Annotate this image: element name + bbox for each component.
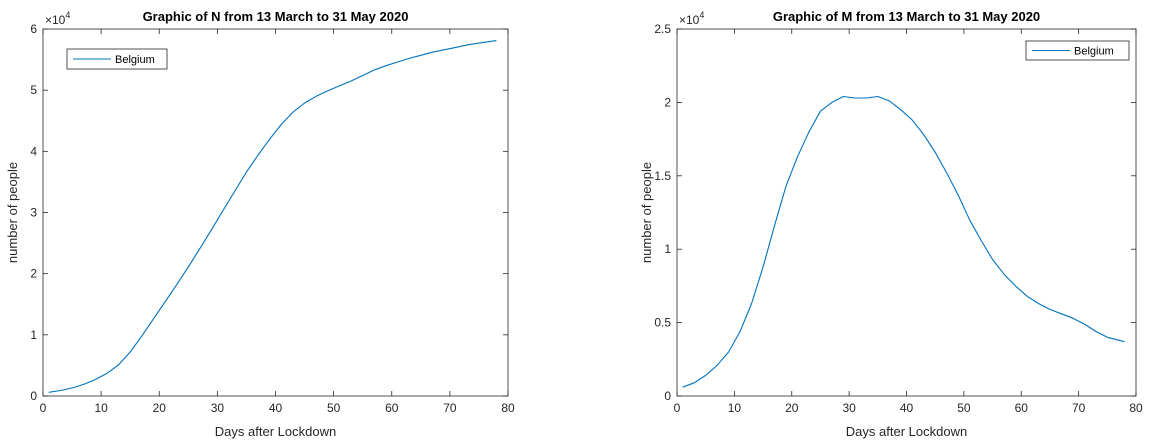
x-tick-label: 0 [674,401,681,415]
y-exponent-base: ×10 [45,13,66,27]
y-exponent-power: 4 [65,10,70,20]
y-tick-label: 5 [30,83,37,97]
x-tick-label: 80 [1129,401,1143,415]
x-tick-label: 20 [153,401,167,415]
x-tick-label: 10 [728,401,742,415]
legend: Belgium [1025,40,1130,61]
y-tick-label: 0 [664,389,671,403]
x-axis-label: Days after Lockdown [846,424,967,439]
y-tick-label: 2 [30,267,37,281]
x-axis-label: Days after Lockdown [215,424,336,439]
x-tick-label: 70 [443,401,457,415]
chart-title: Graphic of M from 13 March to 31 May 202… [773,9,1040,24]
x-tick-label: 80 [501,401,515,415]
y-exponent-label: ×104 [45,10,70,27]
x-tick-label: 60 [385,401,399,415]
legend-entry: Belgium [115,54,155,66]
x-tick-label: 30 [842,401,856,415]
legend-box [66,48,168,70]
y-tick-label: 3 [30,206,37,220]
x-tick-label: 40 [269,401,283,415]
x-tick-label: 50 [957,401,971,415]
y-tick-label: 0 [30,389,37,403]
series-line-0 [682,95,1125,388]
y-tick-label: 0.5 [654,316,671,330]
y-tick-label: 1 [664,242,671,256]
y-tick-label: 4 [30,144,37,158]
y-tick-label: 1 [30,328,37,342]
y-axis-label: number of people [639,162,654,263]
y-exponent-power: 4 [699,10,704,20]
y-axis-label: number of people [5,162,20,263]
y-tick-label: 2 [664,95,671,109]
x-tick-label: 60 [1015,401,1029,415]
plot-area [42,28,509,397]
x-tick-label: 30 [211,401,225,415]
legend-box [1025,40,1130,61]
legend-entry: Belgium [1074,46,1114,58]
plot-area [676,28,1137,397]
chart-1: 0 10 20 30 40 50 60 70 80 0 0.5 1 1.5 2 2.5 ×104 Graphic… [639,9,1143,439]
x-tick-label: 50 [327,401,341,415]
chart-title: Graphic of N from 13 March to 31 May 202… [143,9,409,24]
x-tick-label: 20 [785,401,799,415]
y-tick-label: 2.5 [654,22,671,36]
x-tick-label: 10 [94,401,108,415]
series-line-0 [48,40,497,393]
y-tick-label: 1.5 [654,169,671,183]
x-tick-label: 70 [1072,401,1086,415]
legend: Belgium [66,48,168,70]
x-tick-label: 0 [40,401,47,415]
y-exponent-base: ×10 [679,13,700,27]
x-tick-label: 40 [900,401,914,415]
y-tick-label: 6 [30,22,37,36]
y-exponent-label: ×104 [679,10,704,27]
